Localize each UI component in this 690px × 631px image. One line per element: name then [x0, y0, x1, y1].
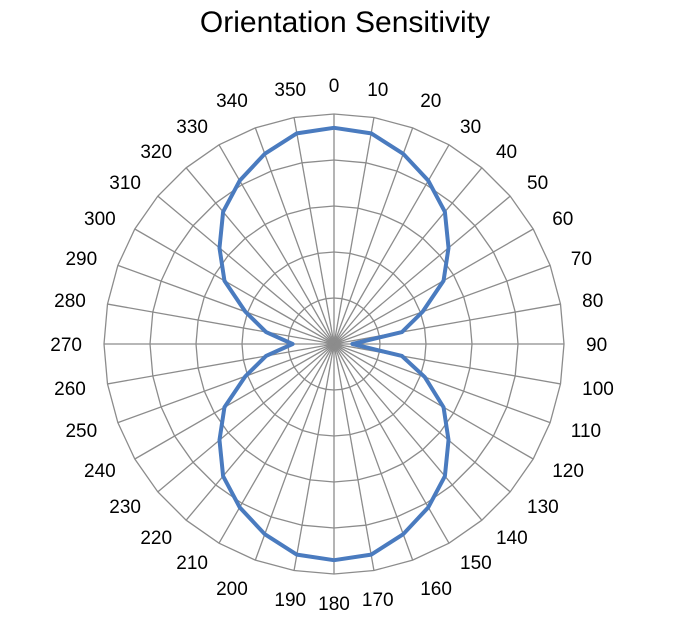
grid-spoke: [218, 343, 335, 544]
angle-tick-label: 330: [176, 117, 208, 138]
grid-spoke: [254, 343, 335, 561]
grid-spoke: [107, 343, 335, 385]
angle-tick-label: 140: [496, 528, 528, 549]
grid-spoke: [333, 167, 483, 345]
grid-spoke: [157, 343, 335, 493]
grid-spoke: [254, 127, 335, 345]
grid-spoke: [333, 343, 511, 493]
angle-tick-label: 70: [571, 249, 592, 270]
angle-tick-label: 190: [274, 590, 306, 611]
angle-tick-label: 210: [176, 553, 208, 574]
angle-tick-label: 350: [274, 80, 306, 101]
grid-spoke: [333, 127, 414, 345]
grid-spoke: [218, 144, 335, 345]
grid-spoke: [333, 343, 483, 521]
grid-spoke: [333, 117, 375, 345]
angle-tick-label: 30: [460, 117, 481, 138]
angle-tick-label: 180: [318, 594, 350, 615]
grid-spoke: [107, 303, 335, 345]
angle-tick-label: 230: [109, 497, 141, 518]
grid-spoke: [185, 167, 335, 345]
angle-tick-label: 130: [527, 497, 559, 518]
angle-tick-label: 90: [586, 335, 607, 356]
angle-tick-label: 160: [420, 579, 452, 600]
grid-spoke: [333, 343, 534, 460]
angle-tick-label: 0: [329, 76, 340, 97]
angle-tick-label: 10: [367, 80, 388, 101]
grid-spoke: [134, 228, 335, 345]
angle-tick-label: 340: [216, 91, 248, 112]
angle-tick-label: 220: [140, 528, 172, 549]
grid-spoke: [117, 264, 335, 345]
grid-spoke: [117, 343, 335, 424]
grid-spoke: [185, 343, 335, 521]
angle-tick-label: 240: [84, 461, 116, 482]
angle-tick-label: 320: [140, 142, 172, 163]
polar-grid: [103, 113, 565, 575]
grid-spoke: [333, 228, 534, 345]
angle-tick-label: 200: [216, 579, 248, 600]
angle-tick-label: 280: [54, 291, 86, 312]
angle-tick-label: 40: [496, 142, 517, 163]
angle-tick-label: 60: [552, 209, 573, 230]
grid-spoke: [293, 117, 335, 345]
grid-spoke: [333, 264, 551, 345]
angle-tick-label: 120: [552, 461, 584, 482]
grid-spoke: [293, 343, 335, 571]
angle-tick-label: 290: [65, 249, 97, 270]
grid-spoke: [333, 195, 511, 345]
angle-tick-label: 150: [460, 553, 492, 574]
angle-tick-label: 250: [65, 421, 97, 442]
angle-tick-label: 170: [362, 590, 394, 611]
angle-tick-label: 80: [582, 291, 603, 312]
angle-tick-label: 310: [109, 173, 141, 194]
grid-spoke: [157, 195, 335, 345]
angle-tick-label: 270: [50, 335, 82, 356]
grid-spoke: [333, 343, 414, 561]
grid-spoke: [333, 343, 450, 544]
grid-spoke: [333, 144, 450, 345]
angle-tick-label: 100: [582, 379, 614, 400]
angle-tick-label: 20: [420, 91, 441, 112]
angle-tick-label: 260: [54, 379, 86, 400]
grid-spoke: [333, 343, 551, 424]
grid-spoke: [134, 343, 335, 460]
grid-spoke: [333, 343, 375, 571]
chart-title: Orientation Sensitivity: [199, 6, 491, 39]
angle-tick-label: 50: [527, 173, 548, 194]
angle-tick-label: 110: [571, 421, 601, 442]
angle-tick-label: 300: [84, 209, 116, 230]
